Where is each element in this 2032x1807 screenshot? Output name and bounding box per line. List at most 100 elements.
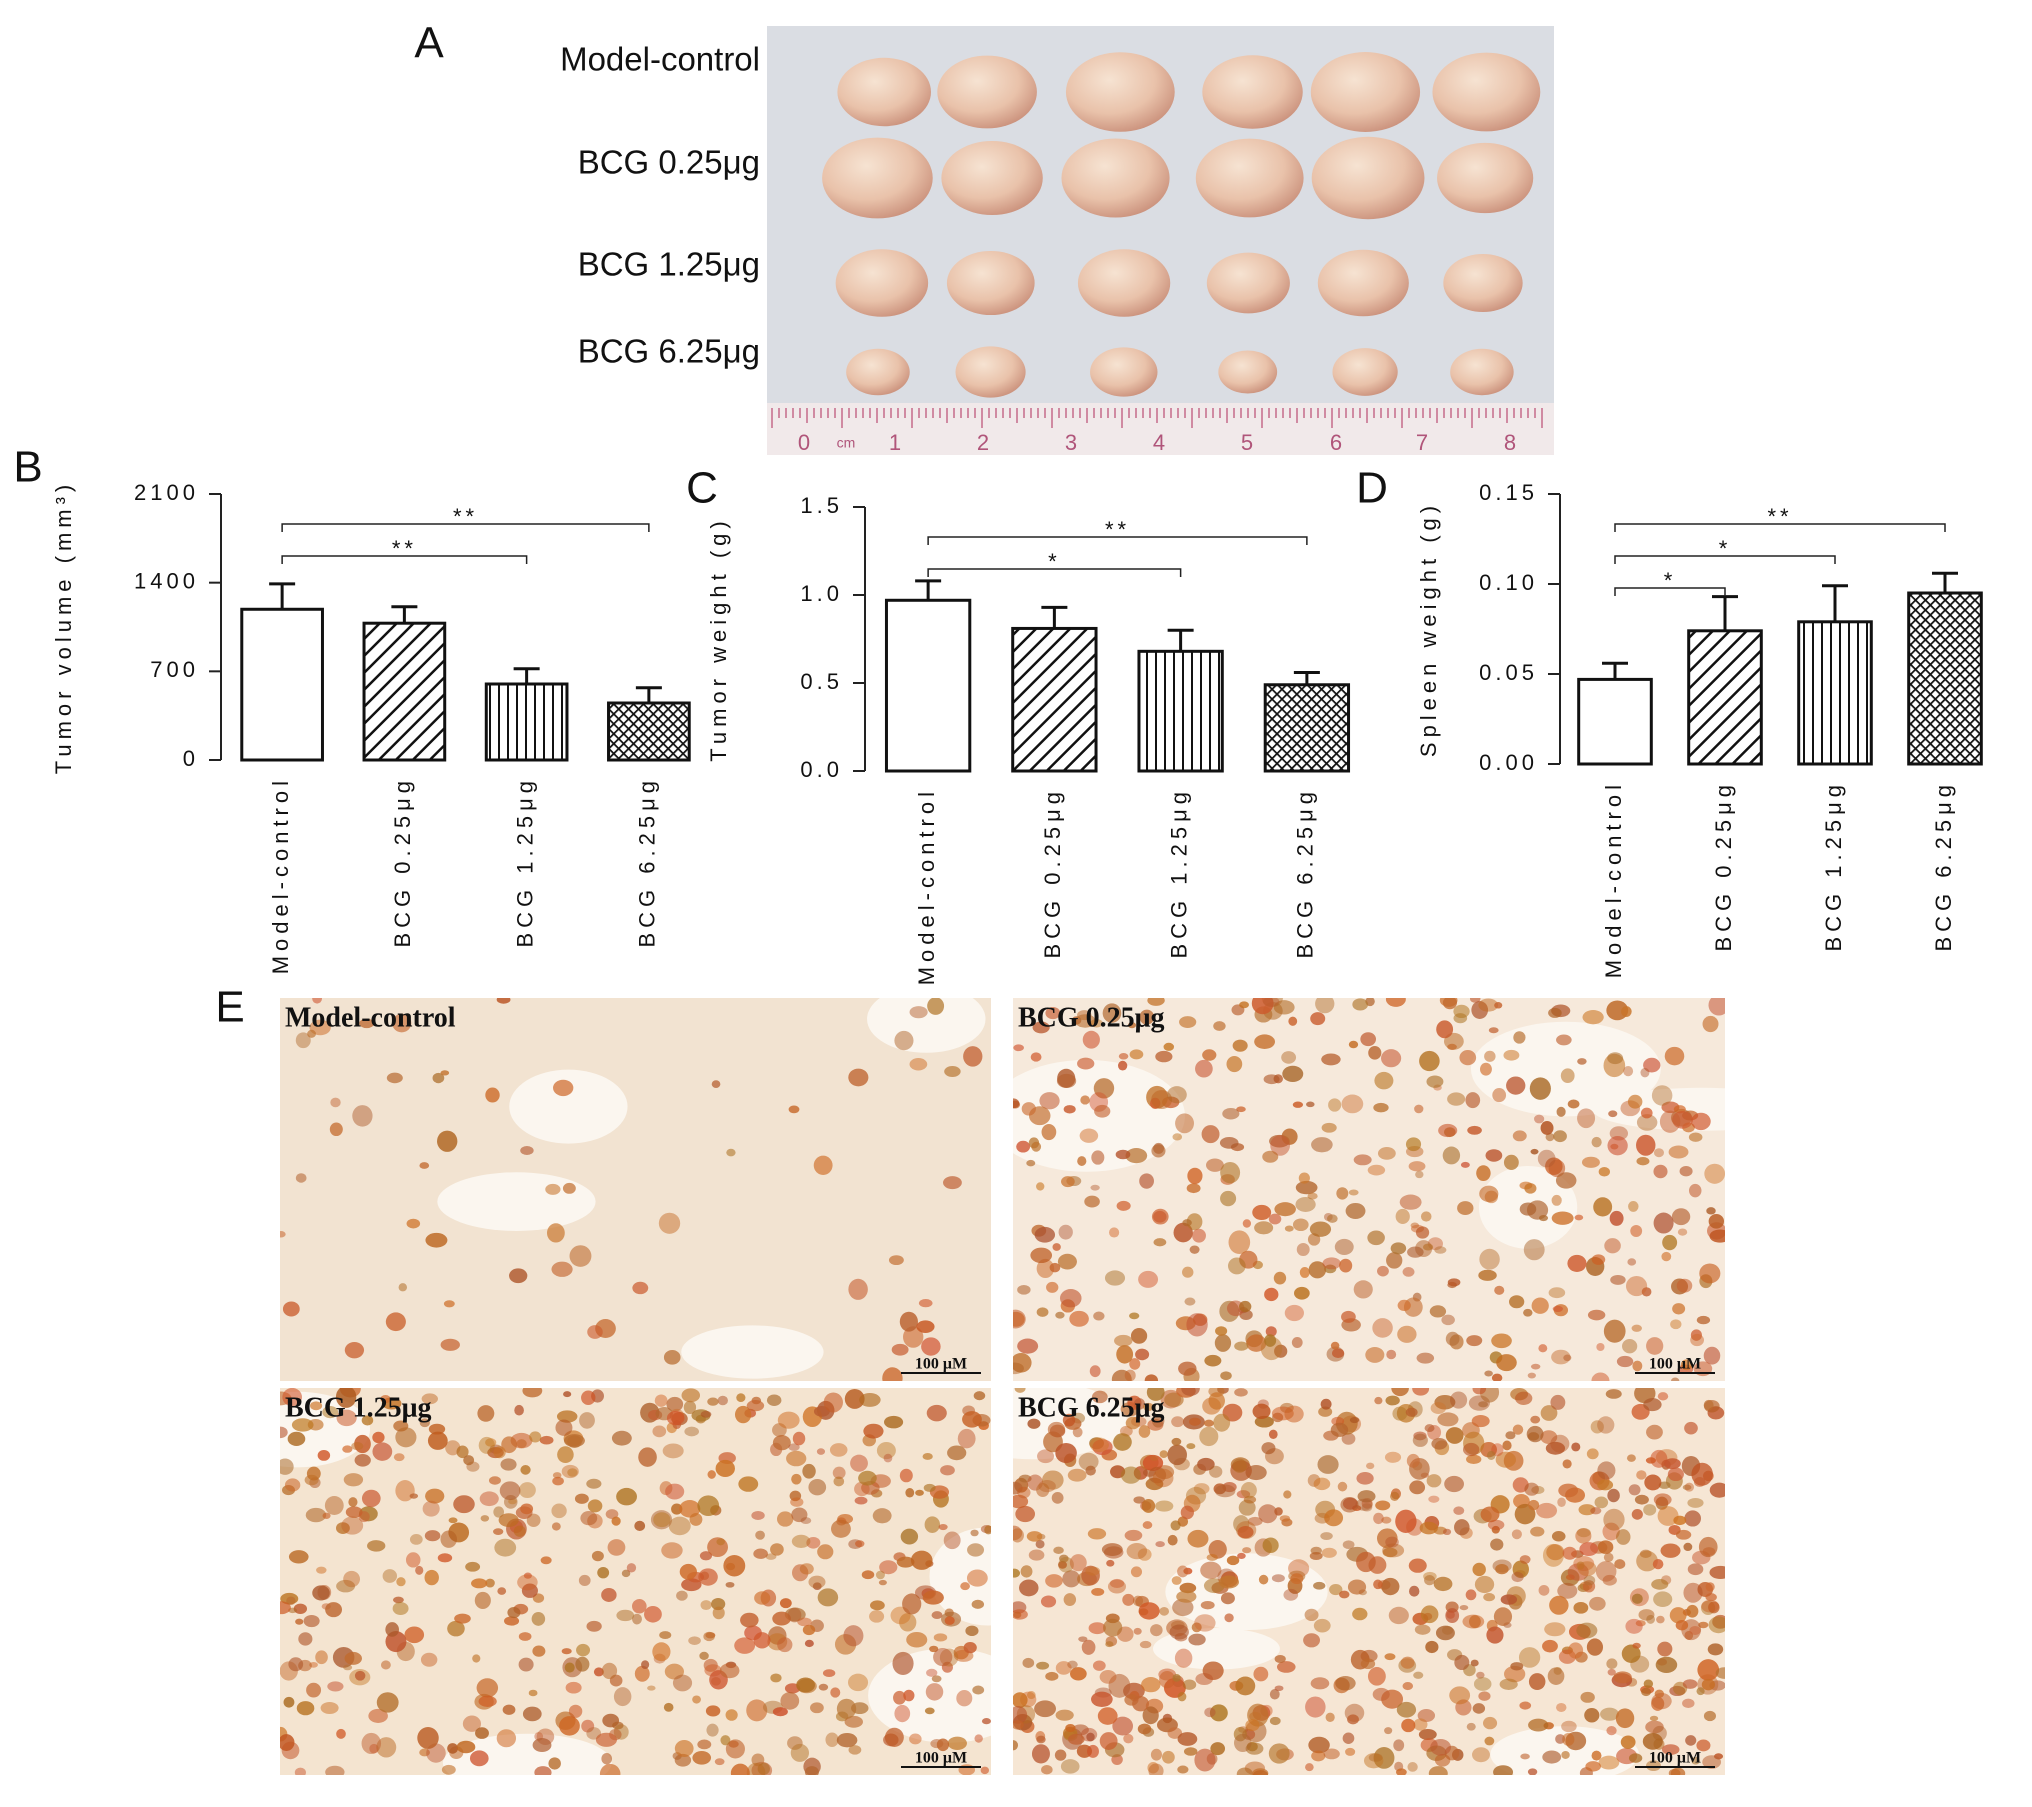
stained-cell	[1425, 1640, 1439, 1654]
stained-cell	[601, 1587, 617, 1602]
stained-cell	[1247, 1516, 1263, 1526]
stained-cell	[1684, 1421, 1698, 1435]
stained-cell	[469, 1750, 489, 1767]
stained-cell	[1524, 1183, 1537, 1194]
stained-cell	[893, 1690, 906, 1705]
stained-cell	[1284, 1304, 1305, 1322]
stained-cell	[1661, 1251, 1672, 1262]
stained-cell	[1016, 1140, 1031, 1153]
stained-cell	[325, 1602, 343, 1618]
stained-cell	[354, 1454, 371, 1467]
stained-cell	[1596, 1342, 1605, 1352]
stained-cell	[1620, 1735, 1636, 1749]
stained-cell	[1213, 1021, 1226, 1031]
x-tick-label: Model-control	[914, 787, 939, 985]
stained-cell	[1037, 1449, 1055, 1464]
stained-cell	[791, 1473, 802, 1485]
stained-cell	[587, 1499, 603, 1513]
stained-cell	[1449, 1686, 1471, 1705]
y-tick-label: 0.05	[1479, 660, 1538, 685]
stained-cell	[1045, 1007, 1061, 1020]
stained-cell	[1356, 1471, 1374, 1485]
stained-cell	[1159, 1606, 1170, 1616]
stained-cell	[1625, 1276, 1648, 1297]
stained-cell	[1445, 1608, 1460, 1624]
stained-cell	[1139, 1640, 1152, 1649]
stained-cell	[1270, 1135, 1290, 1156]
stained-cell	[539, 1435, 554, 1445]
stained-cell	[1688, 1183, 1702, 1198]
row-label: BCG 1.25μg	[578, 246, 760, 283]
stained-cell	[892, 1651, 914, 1675]
stained-cell	[1317, 1455, 1339, 1474]
stained-cell	[1269, 1716, 1281, 1726]
stained-cell	[1186, 1213, 1203, 1231]
stained-cell	[440, 1338, 460, 1351]
stained-cell	[367, 1540, 386, 1552]
stained-cell	[1646, 1424, 1663, 1440]
stained-cell	[1334, 1238, 1354, 1256]
stained-cell	[967, 1543, 985, 1557]
stained-cell	[599, 1763, 621, 1775]
stained-cell	[960, 1582, 970, 1591]
stained-cell	[1512, 1130, 1527, 1142]
stained-cell	[848, 1278, 868, 1300]
x-tick-label: BCG 6.25μg	[1293, 787, 1318, 959]
stained-cell	[1309, 1221, 1332, 1237]
stained-cell	[1523, 1239, 1545, 1261]
y-tick-label: 0.10	[1479, 570, 1538, 595]
stained-cell	[1367, 1667, 1386, 1686]
stained-cell	[1337, 1481, 1348, 1492]
stained-cell	[1604, 1238, 1621, 1254]
stained-cell	[351, 1442, 364, 1451]
stained-cell	[587, 1325, 603, 1339]
stained-cell	[1120, 1466, 1142, 1484]
stained-cell	[522, 1706, 542, 1722]
stained-cell	[1490, 1538, 1504, 1551]
stained-cell	[1515, 1391, 1533, 1405]
stained-cell	[736, 1393, 746, 1403]
stained-cell	[1227, 1257, 1246, 1275]
stained-cell	[343, 1664, 353, 1671]
stained-cell	[1341, 1094, 1364, 1114]
stained-cell	[303, 1615, 320, 1628]
stained-cell	[728, 1740, 739, 1748]
stained-cell	[1242, 1547, 1252, 1554]
y-tick-label: 0.0	[800, 757, 843, 782]
x-tick-label: BCG 1.25μg	[1821, 780, 1846, 952]
stained-cell	[1109, 1227, 1120, 1238]
vessel	[867, 998, 986, 1053]
stained-cell	[1702, 1015, 1719, 1033]
stained-cell	[1141, 1677, 1161, 1693]
stained-cell	[1313, 1581, 1326, 1590]
stained-cell	[1218, 1575, 1240, 1589]
stained-cell	[1177, 1765, 1189, 1774]
stained-cell	[1058, 1556, 1074, 1573]
stained-cell	[706, 1723, 719, 1737]
stained-cell	[823, 1392, 843, 1413]
stained-cell	[1391, 1388, 1409, 1397]
stained-cell	[1141, 1499, 1156, 1513]
stained-cell	[1077, 1057, 1095, 1070]
stained-cell	[1258, 1574, 1269, 1585]
stained-cell	[641, 1660, 650, 1670]
stained-cell	[1355, 1498, 1373, 1511]
stained-cell	[1078, 1636, 1088, 1642]
stained-cell	[1197, 1457, 1215, 1471]
stained-cell	[1305, 1696, 1326, 1718]
stained-cell	[1472, 1747, 1490, 1763]
stained-cell	[777, 1411, 800, 1429]
stained-cell	[1548, 1159, 1566, 1178]
stained-cell	[665, 1483, 685, 1500]
stained-cell	[1239, 1001, 1249, 1009]
stained-cell	[1698, 1536, 1718, 1558]
stained-cell	[1133, 1627, 1142, 1635]
significance-label: *	[1719, 536, 1732, 561]
stained-cell	[1068, 1733, 1085, 1745]
stained-cell	[1159, 1670, 1176, 1689]
stained-cell	[1576, 1528, 1591, 1538]
stained-cell	[1488, 1027, 1499, 1034]
stained-cell	[1072, 1427, 1083, 1438]
stained-cell	[1454, 1654, 1470, 1671]
stained-cell	[1292, 1218, 1309, 1232]
